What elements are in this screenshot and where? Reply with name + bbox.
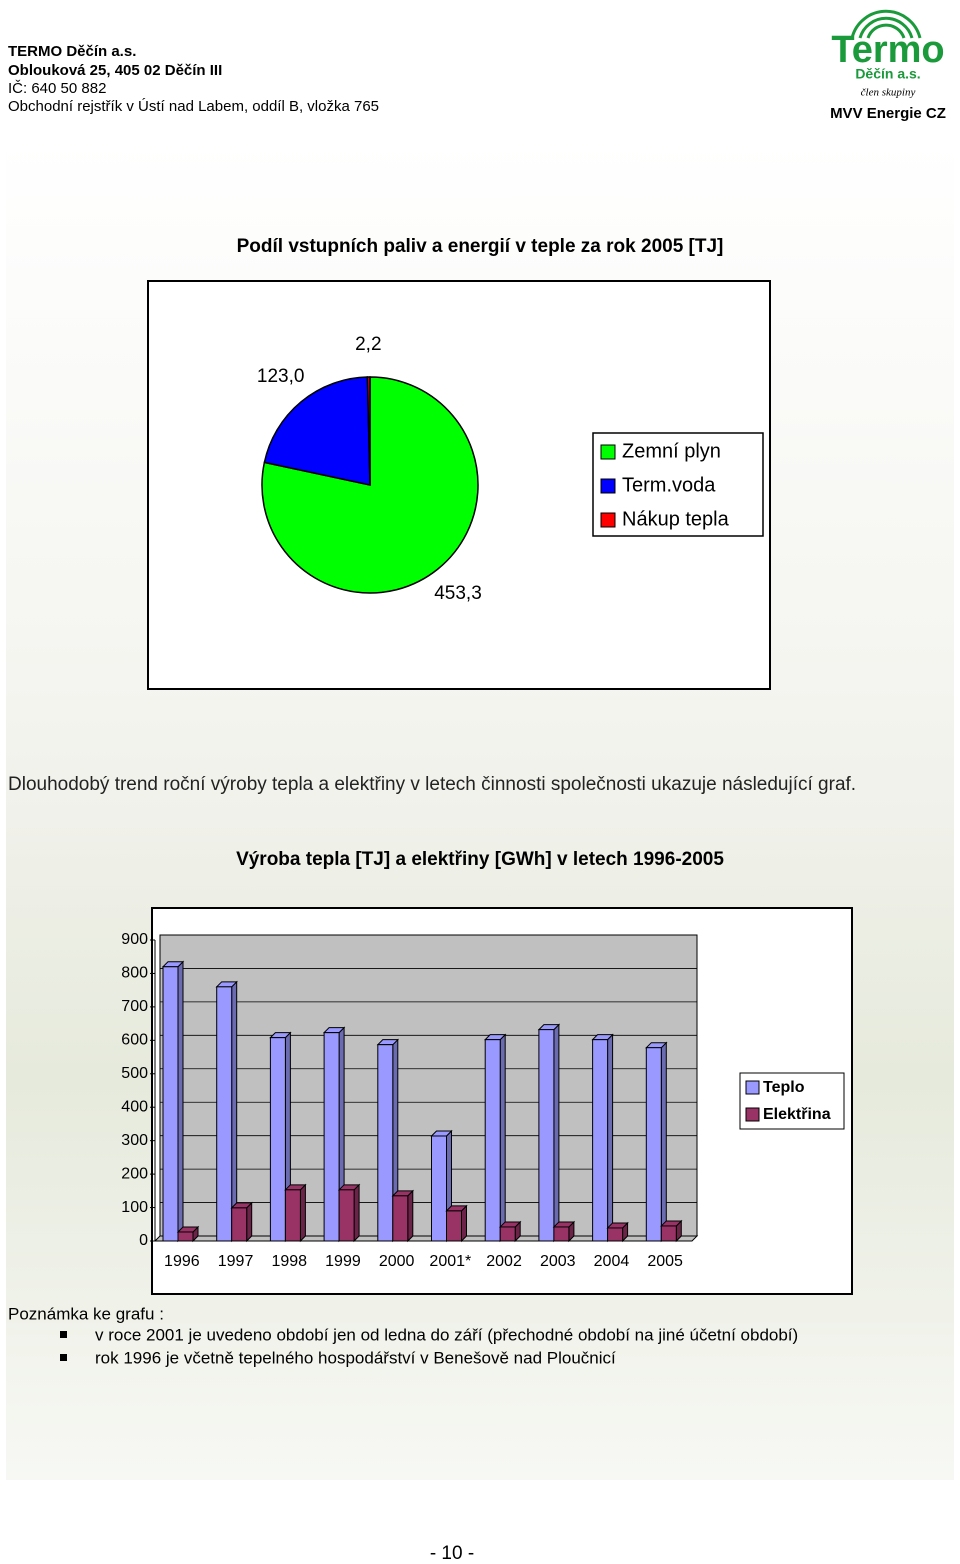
bar-side	[607, 1033, 614, 1243]
x-tick-label: 1999	[325, 1253, 361, 1270]
legend	[592, 432, 764, 537]
bar	[538, 1029, 555, 1242]
bullet	[60, 1331, 67, 1338]
notes-title: Poznámka ke grafu :	[8, 1304, 164, 1323]
bar	[607, 1227, 624, 1242]
y-tick-label: 400	[121, 1098, 148, 1115]
x-tick-label: 2001*	[429, 1253, 471, 1270]
legend-swatch	[745, 1107, 760, 1122]
legend-swatch	[600, 512, 616, 528]
data-label: 123,0	[257, 366, 305, 387]
logo-member: člen skupiny	[861, 87, 916, 99]
bar-side	[553, 1023, 560, 1243]
y-tick-label: 600	[121, 1032, 148, 1049]
bar	[484, 1039, 501, 1242]
legend-label: Nákup tepla	[622, 508, 730, 530]
logo-name: Termo	[831, 29, 944, 71]
bar	[431, 1135, 447, 1242]
bar-side	[299, 1183, 306, 1243]
legend-label: Elektřina	[763, 1106, 831, 1123]
bar	[645, 1047, 662, 1242]
logo-group: MVV Energie CZ	[830, 105, 946, 122]
x-tick-label: 2002	[486, 1253, 522, 1270]
bullet	[60, 1354, 67, 1361]
chart-title: Podíl vstupních paliv a energií v teple …	[237, 236, 724, 257]
legend-label: Teplo	[763, 1079, 805, 1096]
bar	[284, 1189, 301, 1242]
plot-wall	[159, 934, 698, 1237]
logo-arcs	[850, 9, 922, 39]
bar-side	[231, 980, 238, 1243]
legend-label: Zemní plyn	[622, 440, 721, 462]
x-tick-label: 1996	[164, 1253, 200, 1270]
bar	[377, 1044, 394, 1242]
legend-swatch	[600, 478, 616, 494]
bar	[446, 1210, 462, 1242]
y-tick-label: 300	[121, 1132, 148, 1149]
address: Oblouková 25, 405 02 Děčín III	[8, 62, 222, 79]
pie-chart: 453,3 123,0 2,2 Zemní plyn Term.voda Nákup te…	[257, 334, 764, 604]
y-tick-label: 200	[121, 1165, 148, 1182]
legend-label: Term.voda	[622, 474, 716, 496]
bar-side	[461, 1204, 467, 1243]
data-label: 453,3	[434, 583, 482, 604]
bar-side	[660, 1041, 667, 1243]
bar	[269, 1037, 286, 1242]
paragraph: Dlouhodobý trend roční výroby tepla a el…	[8, 774, 857, 795]
x-tick-label: 2000	[379, 1253, 415, 1270]
logo-city: Děčín a.s.	[855, 66, 920, 82]
bar	[162, 966, 179, 1242]
ic: IČ: 640 50 882	[8, 80, 106, 97]
bar	[338, 1189, 355, 1242]
bar	[231, 1207, 248, 1242]
note-item: rok 1996 je včetně tepelného hospodářstv…	[95, 1348, 616, 1367]
pie-slice	[263, 376, 371, 486]
bar-side	[353, 1183, 360, 1243]
chart-title: Výroba tepla [TJ] a elektřiny [GWh] v le…	[236, 849, 724, 870]
bar	[660, 1225, 677, 1242]
bar-side	[499, 1033, 506, 1243]
bar-side	[177, 960, 184, 1243]
register: Obchodní rejstřík v Ústí nad Labem, oddí…	[8, 98, 379, 115]
y-tick-label: 800	[121, 965, 148, 982]
legend-swatch	[600, 444, 616, 460]
legend-swatch	[745, 1080, 760, 1095]
y-tick-label: 500	[121, 1065, 148, 1082]
bar	[323, 1032, 340, 1242]
bar	[553, 1226, 570, 1242]
bar-side	[246, 1201, 253, 1243]
x-tick-label: 2003	[540, 1253, 576, 1270]
x-tick-label: 2005	[647, 1253, 683, 1270]
note-item: v roce 2001 je uvedeno období jen od led…	[95, 1325, 798, 1344]
company: TERMO Děčín a.s.	[8, 43, 136, 60]
bar	[216, 986, 233, 1242]
bar	[177, 1231, 194, 1242]
x-tick-label: 1998	[271, 1253, 307, 1270]
data-label: 2,2	[355, 334, 381, 355]
bar-side	[407, 1189, 414, 1243]
bar	[592, 1039, 609, 1242]
bar-chart: 0 100 200 300 400 500 600 700 800 900 1996 1997 1998…	[121, 931, 845, 1270]
pie-slice	[366, 376, 371, 486]
x-tick-label: 2004	[594, 1253, 630, 1270]
page-number: - 10 -	[430, 1543, 474, 1564]
bar	[392, 1195, 409, 1242]
x-tick-label: 1997	[218, 1253, 254, 1270]
y-tick-label: 100	[121, 1199, 148, 1216]
y-tick-label: 0	[139, 1232, 148, 1249]
y-tick-label: 700	[121, 998, 148, 1015]
y-tick-label: 900	[121, 931, 148, 948]
bar	[499, 1226, 516, 1242]
logo: Termo Děčín a.s. člen skupiny MVV Energi…	[830, 9, 946, 122]
